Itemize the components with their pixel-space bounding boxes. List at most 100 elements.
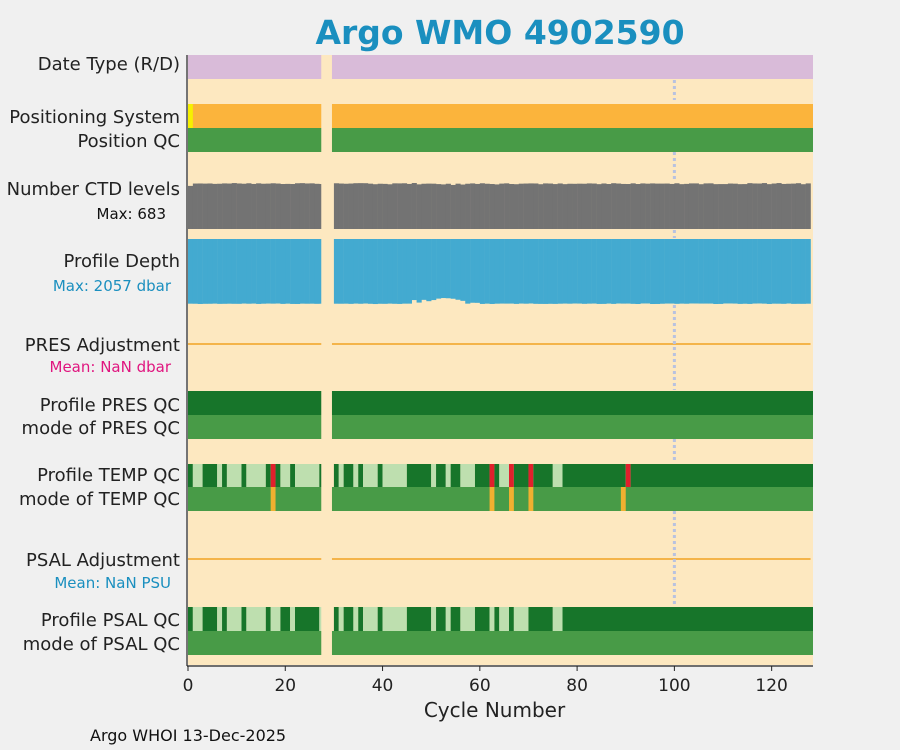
depth-bar	[737, 239, 743, 304]
depth-bar	[761, 239, 768, 304]
ctd-bar	[426, 183, 432, 229]
temp-qc-segment	[241, 464, 247, 487]
temp-qc-mode-flag	[489, 487, 495, 511]
temp-qc-segment	[431, 464, 437, 487]
row-label-position-qc: Position QC	[77, 131, 180, 152]
ctd-bar	[314, 183, 320, 229]
ctd-bar	[202, 183, 208, 229]
ctd-bar	[635, 184, 641, 229]
temp-qc-segment	[192, 464, 203, 487]
ctd-bar	[470, 183, 476, 229]
depth-bar	[528, 239, 534, 304]
depth-bar	[217, 239, 223, 304]
ctd-bar	[474, 183, 481, 229]
ctd-bar	[504, 183, 510, 229]
depth-bar	[421, 239, 427, 300]
temp-qc-segment	[625, 464, 631, 487]
ctd-bar	[640, 183, 646, 229]
x-tick-label: 60	[469, 676, 491, 696]
depth-bar	[338, 239, 344, 304]
depth-bar	[567, 239, 573, 304]
ctd-bar	[523, 183, 529, 229]
ctd-bar	[489, 184, 495, 229]
ctd-bar	[295, 183, 301, 229]
ctd-bar	[406, 183, 412, 229]
ctd-bar	[309, 183, 315, 229]
depth-bar	[518, 239, 524, 304]
ctd-bar	[222, 183, 228, 229]
ctd-bar	[251, 183, 257, 229]
temp-qc-segment	[226, 464, 242, 487]
x-tick-label: 120	[755, 676, 787, 696]
depth-bar	[591, 239, 597, 304]
psal-qc-segment	[445, 607, 451, 631]
row-label-pres-mode: mode of PRES QC	[22, 418, 180, 439]
ctd-bar	[465, 183, 471, 229]
ctd-bar	[562, 184, 568, 229]
row-label-psal-qc: Profile PSAL QC	[41, 610, 180, 631]
ctd-bar	[630, 183, 636, 229]
profile-pres-qc-band	[188, 391, 813, 415]
depth-bar	[684, 239, 690, 304]
ctd-bar	[231, 183, 237, 229]
ctd-bar	[713, 184, 719, 229]
ctd-bar	[776, 183, 782, 229]
temp-qc-segment	[222, 464, 227, 487]
psal-qc-segment	[528, 607, 553, 631]
depth-bar	[231, 239, 237, 304]
depth-bar	[494, 239, 500, 304]
date-type-band	[188, 55, 813, 79]
ctd-bar	[256, 183, 262, 229]
depth-bar	[640, 239, 646, 304]
depth-bar	[265, 239, 271, 304]
temp-qc-segment	[333, 464, 339, 487]
depth-bar	[372, 239, 378, 305]
psal-qc-segment	[509, 607, 514, 631]
depth-bar	[523, 239, 529, 304]
ctd-bar	[688, 183, 695, 229]
depth-bar	[397, 239, 403, 304]
ctd-bar	[416, 184, 422, 229]
ctd-bar	[659, 183, 665, 229]
ctd-bar	[358, 183, 364, 229]
ctd-bar	[377, 183, 383, 229]
psal-qc-segment	[241, 607, 247, 631]
ctd-bar	[567, 183, 573, 229]
temp-qc-segment	[353, 464, 359, 487]
depth-bar	[664, 239, 670, 304]
x-tick-label: 0	[183, 676, 194, 696]
chart-title: Argo WMO 4902590	[315, 13, 684, 52]
temp-qc-segment	[275, 464, 281, 487]
ctd-bar	[280, 184, 286, 229]
depth-bar	[538, 239, 544, 304]
psal-qc-segment	[222, 607, 227, 631]
row-label-depth: Profile Depth	[63, 251, 180, 272]
depth-bar	[781, 239, 787, 304]
x-tick-label: 80	[566, 676, 588, 696]
depth-bar	[645, 239, 651, 304]
pres-qc-mode-band	[188, 415, 813, 439]
ctd-bar	[455, 183, 461, 229]
depth-bar	[251, 239, 257, 304]
ctd-bar	[727, 183, 733, 229]
temp-qc-segment	[290, 464, 296, 487]
ctd-bar	[703, 183, 709, 229]
temp-qc-segment	[343, 464, 354, 487]
ctd-bar	[445, 183, 451, 229]
ctd-bar	[270, 183, 276, 229]
depth-bar	[192, 239, 198, 304]
depth-bar	[543, 239, 549, 304]
depth-bar	[285, 239, 291, 304]
depth-bar	[572, 239, 578, 304]
ctd-bar	[620, 183, 626, 229]
ctd-bar	[411, 183, 417, 229]
depth-bar	[479, 239, 485, 304]
depth-bar	[601, 239, 607, 304]
depth-bar	[732, 239, 738, 304]
ctd-bar	[552, 184, 558, 229]
ctd-bar	[367, 183, 374, 229]
psal-qc-segment	[450, 607, 461, 631]
ctd-bar	[669, 183, 675, 229]
ctd-bar	[421, 183, 427, 229]
plot-background	[188, 55, 813, 665]
